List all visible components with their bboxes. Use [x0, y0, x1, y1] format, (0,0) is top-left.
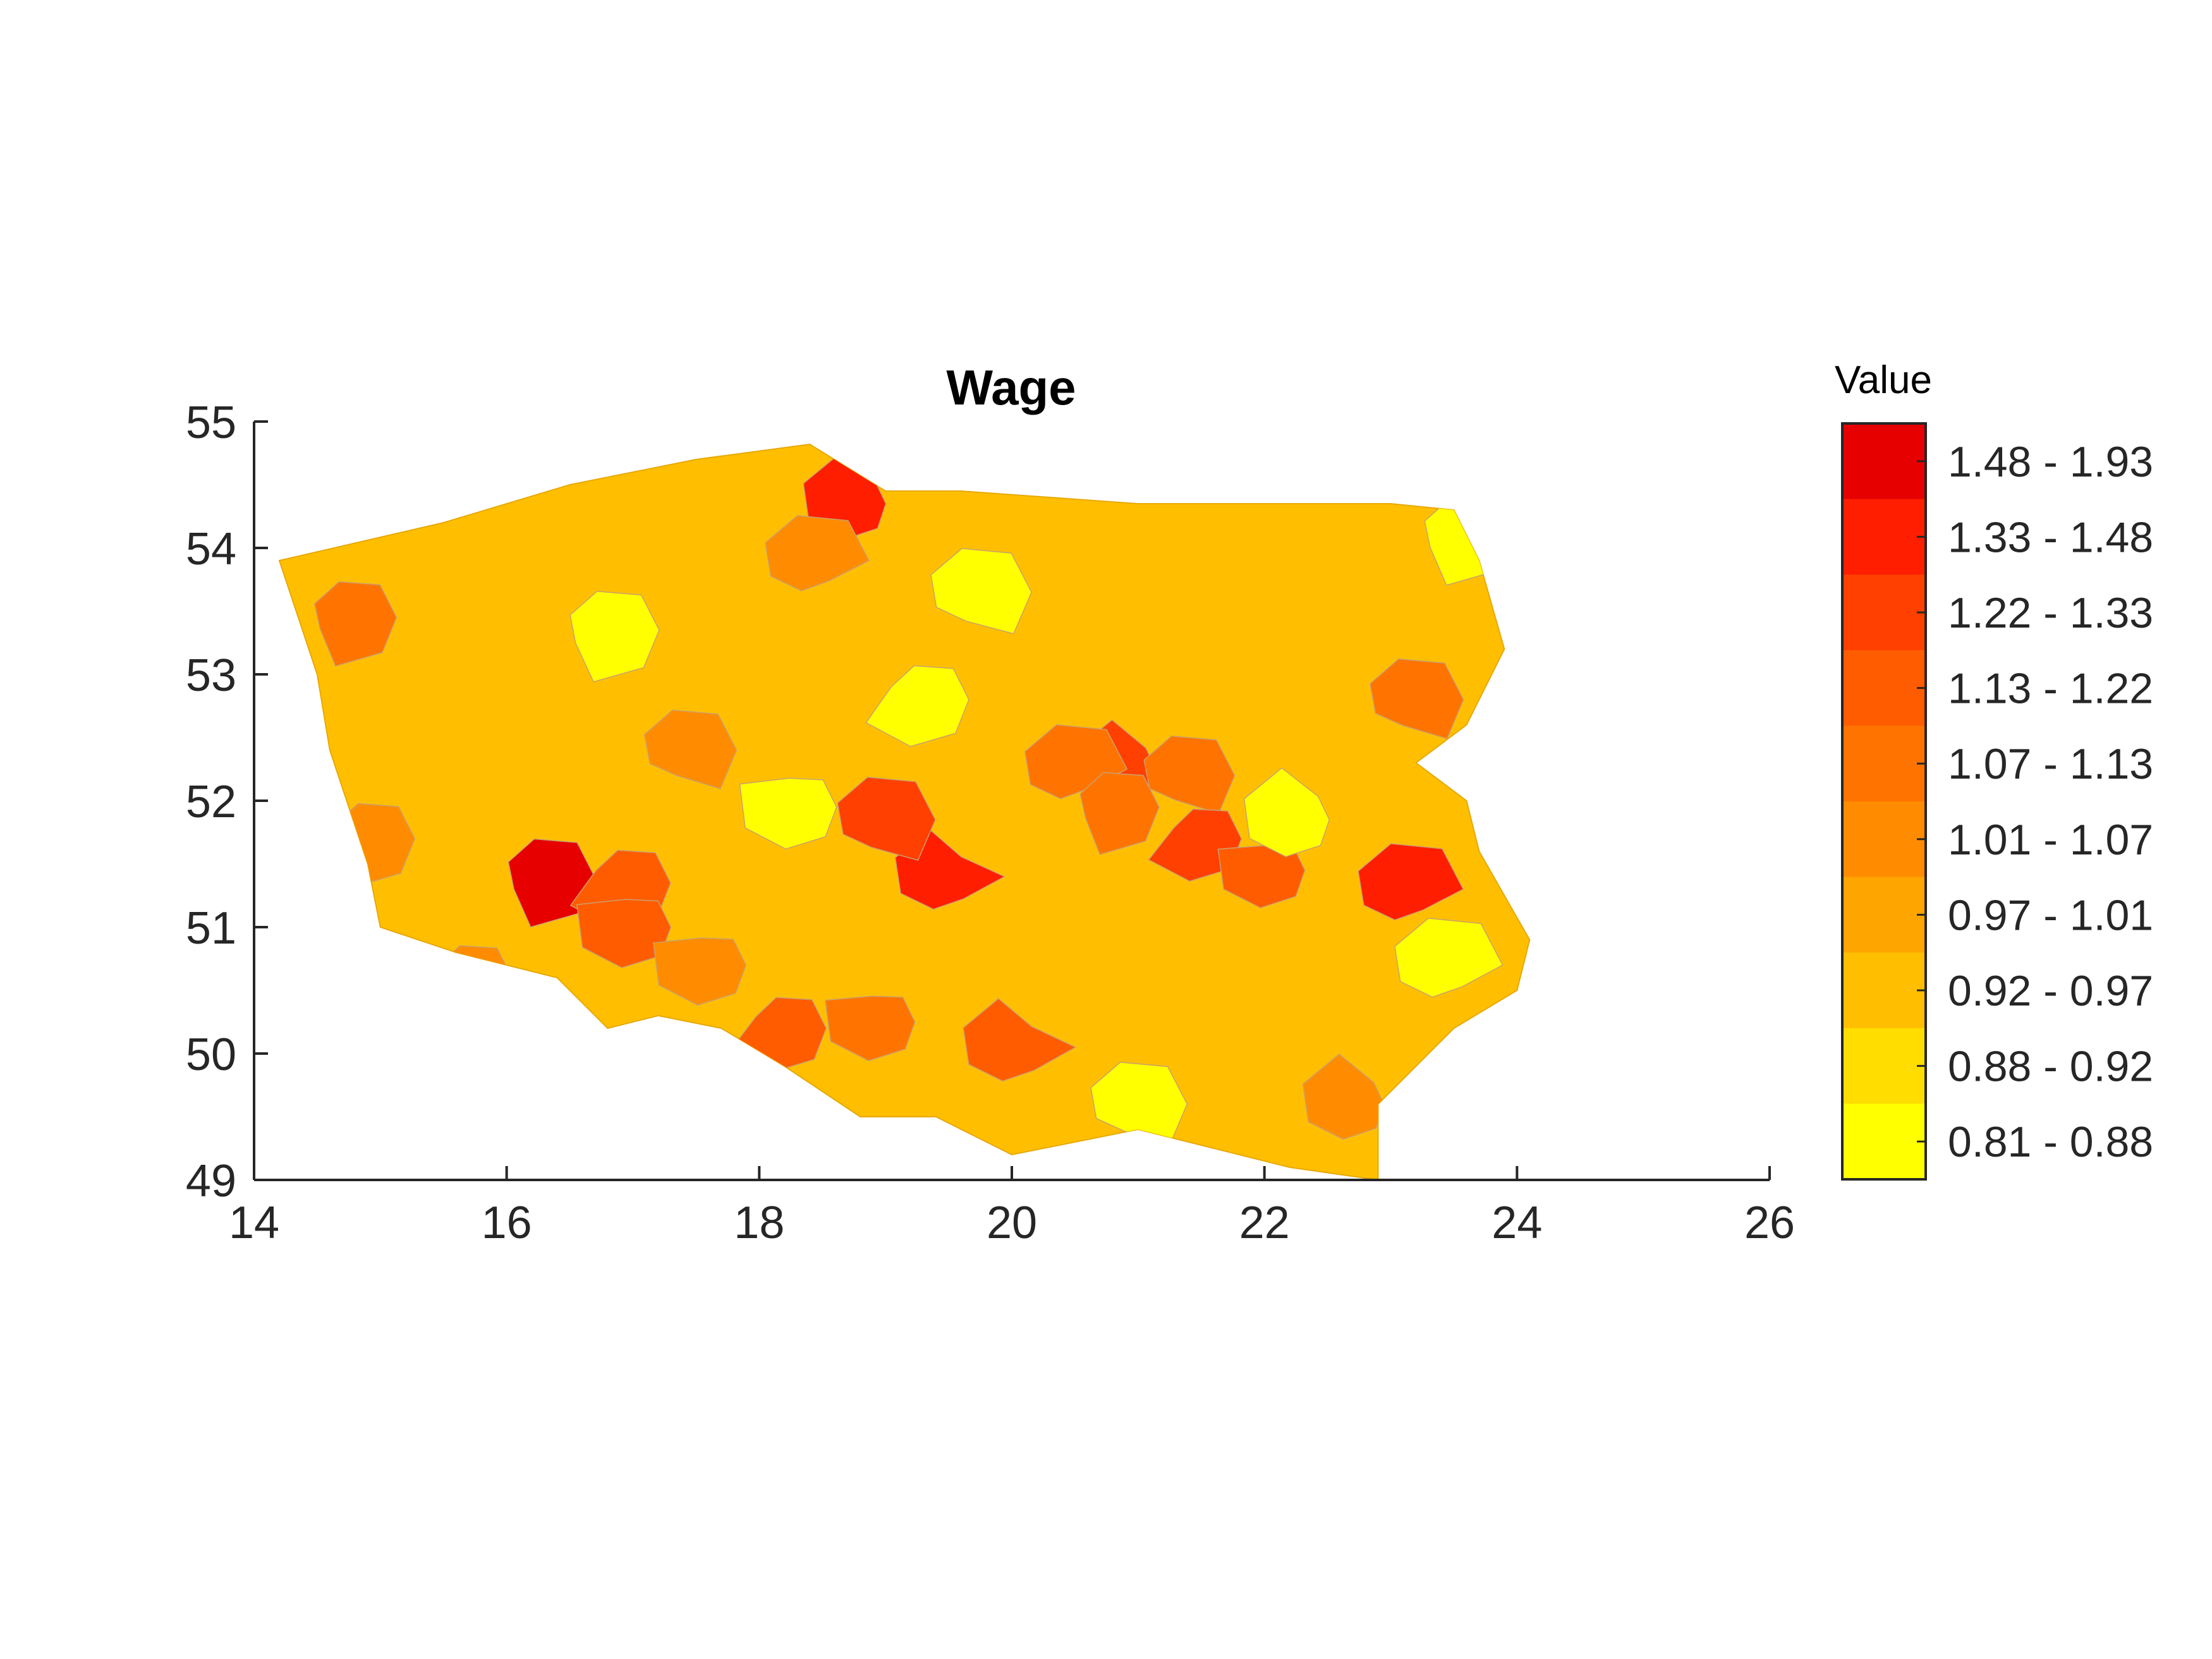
legend-label: 0.88 - 0.92 [1948, 1043, 2153, 1091]
legend-label: 1.01 - 1.07 [1948, 816, 2153, 864]
y-ticks: 55 54 53 52 51 50 49 [186, 398, 268, 1206]
legend-swatch [1842, 650, 1926, 726]
legend-title: Value [1835, 358, 1932, 402]
district-region [739, 777, 837, 850]
x-ticks: 14 16 18 20 22 24 26 [229, 1166, 1795, 1248]
legend-swatch [1842, 1028, 1926, 1104]
legend-swatch [1842, 423, 1926, 500]
district-region [1243, 767, 1330, 858]
district-region [930, 548, 1033, 635]
district-region [652, 937, 747, 1006]
legend-frame [1841, 422, 1927, 1181]
legend-swatch [1842, 877, 1926, 953]
district-region [765, 515, 870, 592]
x-tick-label: 16 [482, 1198, 532, 1248]
legend-swatch [1842, 726, 1926, 802]
legend-swatch [1842, 574, 1926, 651]
legend-swatch [1842, 952, 1926, 1029]
x-tick-label: 22 [1239, 1198, 1290, 1248]
legend-swatch [1842, 1103, 1926, 1180]
legend-labels: 1.48 - 1.93 1.33 - 1.48 1.22 - 1.33 1.13 - … [1917, 438, 2153, 1166]
chart-title: Wage [946, 360, 1076, 415]
y-tick-label: 52 [186, 777, 236, 827]
y-tick-label: 54 [186, 524, 236, 574]
district-region [1358, 843, 1464, 921]
legend-label: 0.81 - 0.88 [1948, 1118, 2153, 1166]
district-region [1369, 658, 1464, 739]
legend-label: 1.33 - 1.48 [1948, 513, 2153, 561]
y-tick-label: 50 [186, 1030, 236, 1080]
x-tick-label: 18 [734, 1198, 784, 1248]
district-region [1302, 1054, 1385, 1140]
legend-label: 0.97 - 1.01 [1948, 891, 2153, 939]
legend-label: 0.92 - 0.97 [1948, 967, 2153, 1015]
y-tick-label: 51 [186, 903, 236, 954]
legend-label: 1.07 - 1.13 [1948, 740, 2153, 788]
x-tick-label: 26 [1744, 1198, 1795, 1248]
legend-label: 1.13 - 1.22 [1948, 665, 2153, 713]
x-tick-label: 20 [987, 1198, 1037, 1248]
district-region [963, 998, 1077, 1082]
district-region [824, 995, 916, 1062]
district-region [1394, 918, 1504, 998]
legend-label: 1.48 - 1.93 [1948, 438, 2153, 486]
x-tick-label: 24 [1492, 1198, 1542, 1248]
district-region [576, 899, 672, 969]
legend-swatch [1842, 801, 1926, 878]
poland-map [278, 443, 1531, 1181]
district-region [1079, 772, 1160, 856]
legend: Value 1.48 - 1.931.33 - 1.481.22 - 1.331… [1835, 358, 2153, 1181]
district-region [313, 581, 398, 667]
district-region [643, 709, 738, 789]
x-tick-label: 14 [229, 1198, 279, 1248]
y-tick-label: 53 [186, 650, 236, 701]
axes: 14 16 18 20 22 24 26 55 54 53 52 51 50 49 [186, 398, 1795, 1248]
y-tick-label: 55 [186, 398, 236, 448]
legend-swatch [1842, 499, 1926, 575]
district-region [412, 945, 513, 1024]
district-region [569, 590, 660, 683]
legend-label: 1.22 - 1.33 [1948, 589, 2153, 637]
district-region [865, 665, 969, 747]
y-tick-label: 49 [186, 1156, 236, 1206]
legend-swatches [1842, 423, 1926, 1180]
district-region [837, 776, 936, 861]
